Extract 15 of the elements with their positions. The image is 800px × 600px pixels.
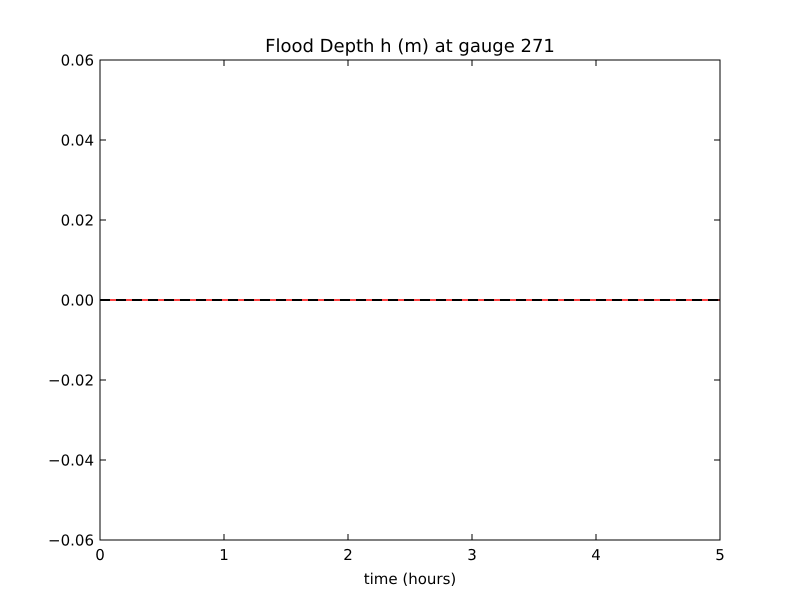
y-tick-label: −0.02 xyxy=(48,371,94,390)
y-tick-label: −0.06 xyxy=(48,531,94,550)
x-axis-title: time (hours) xyxy=(364,570,456,588)
x-tick-label: 1 xyxy=(219,546,229,564)
x-tick-label: 5 xyxy=(715,546,725,564)
text: 0.00 xyxy=(60,291,94,310)
text: 0.04 xyxy=(60,131,94,150)
x-tick-label: 3 xyxy=(467,546,477,564)
chart-title: Flood Depth h (m) at gauge 271 xyxy=(265,36,555,57)
text: 0.02 xyxy=(60,211,94,230)
x-tick-label: 4 xyxy=(591,546,601,564)
text: 0.06 xyxy=(60,51,94,70)
y-tick-label: −0.04 xyxy=(48,451,94,470)
x-tick-label: 2 xyxy=(343,546,353,564)
x-tick-label: 0 xyxy=(95,546,105,564)
